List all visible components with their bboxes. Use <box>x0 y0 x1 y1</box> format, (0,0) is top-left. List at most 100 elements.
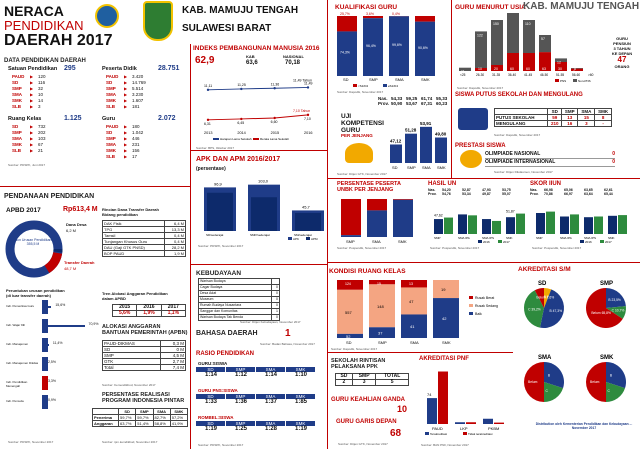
usia-bar-nonpns <box>571 68 583 69</box>
un-row: Nas. 54,20 52,87 47,93 53,75 <box>428 188 526 192</box>
realisasi-value: 58,8% <box>152 420 171 427</box>
tren-table: 2015 2016 2017 5,6% 1,9% 1,1% <box>111 304 187 317</box>
pie-slice-label: A 5,9% <box>541 295 552 299</box>
source-prestasi: Sumber: Ditjen Dikdasmen, November 2017 <box>494 170 553 174</box>
divider <box>327 262 640 263</box>
ipm-legend-swatch <box>213 138 219 140</box>
rasio-col: SD <box>196 421 225 426</box>
rincian-row: BOP PAUD 1,9 M <box>101 250 186 257</box>
rasio-col: SD <box>196 367 225 372</box>
dana-desa-value: 6,2 M <box>66 228 77 233</box>
rasio-value: 1:12 <box>234 372 247 378</box>
ukg-nas-value: 61,74 <box>421 96 433 101</box>
rasio-col: SMP <box>226 421 255 426</box>
unbk-title: PERSENTASE PESERTA UNBK PER JENJANG <box>337 181 401 193</box>
tren-value: 5,6% <box>111 310 138 317</box>
dp-row-value: 202 <box>38 130 46 135</box>
pnf-bar-tidak <box>494 422 504 424</box>
dp-row-label: SLB <box>106 104 115 109</box>
tren-value: 1,1% <box>160 310 187 317</box>
usia-bar-pns <box>475 68 487 71</box>
rasio-value: 1:28 <box>264 426 277 432</box>
pie-slice <box>544 362 564 389</box>
apk-value-label: 96,9 <box>214 181 223 186</box>
source-rasio: Sumber: PDSPK, November 2017 <box>198 443 244 447</box>
donut-dana-desa <box>5 220 63 278</box>
dp-row-value: 3 <box>38 104 41 109</box>
un-row-value: 52,87 <box>462 188 471 192</box>
ukg-prov-label: Prov. <box>378 101 389 106</box>
pnf-title: AKREDITASI PNF <box>419 356 469 362</box>
rasio-value: 1:36 <box>234 399 247 405</box>
kualifikasi-bottom-label: 99,6% <box>392 43 402 47</box>
dp-row-label: SMP <box>12 86 22 91</box>
hls-point <box>206 88 210 92</box>
rintisan-value: 2 <box>335 379 353 386</box>
dp-row-value: 67 <box>38 142 44 147</box>
kualifikasi-bar-chart: 25,7% 74,3% SD 3,6% 96,4% SMP 0,4% 99,6% SMA 90,6… <box>337 12 435 88</box>
kondisi-baik-label: 52 <box>346 334 351 339</box>
kualifikasi-bar-high <box>337 31 357 77</box>
peruntukan-label: Indi. Pemeriksa Guru <box>6 304 35 308</box>
kondisi-legend: Rusak Berat <box>475 296 494 300</box>
kondisi-category: SMK <box>442 340 451 345</box>
source-hasil-un: Sumber: Puspendik, November 2017 <box>430 246 480 250</box>
kondisi-rb-label: 124 <box>345 282 351 286</box>
usia-bar-nonpns <box>475 31 487 68</box>
ipm-title: INDEKS PEMBANGUNAN MANUSIA 2016 <box>193 45 320 52</box>
tren-title: Tren Alokasi Anggaran Pendidikan dalam AP… <box>102 291 168 301</box>
un-category: SMK <box>608 236 615 240</box>
dp-row-arrow-icon: ▶ <box>30 104 34 109</box>
peruntukan-label: Indi. Pendidikan Menengah <box>6 380 28 388</box>
dp-block-label: Ruang Kelas <box>8 116 42 122</box>
dp-row-label: SLB <box>106 154 115 159</box>
ukg-bar <box>420 126 432 163</box>
rasio-vals: 1:14 1:12 1:14 1:10 <box>196 372 316 378</box>
peruntukan-bar <box>42 376 48 390</box>
dp-row-label: SMA <box>12 136 22 141</box>
un-category: SMA IPA <box>560 236 572 240</box>
dp-row-label: SMA <box>12 92 22 97</box>
rasio-col: SMP <box>226 394 255 399</box>
dp-row-arrow-icon: ▶ <box>30 130 34 135</box>
kondisi-rr-label: 19 <box>441 287 446 292</box>
dp-block-total: 295 <box>64 65 76 72</box>
kondisi-bar-rusak-ringan <box>433 280 459 299</box>
hls-label: 11,49 <box>304 81 313 85</box>
prestasi-list: OLIMPIADE NASIONAL 0 OLIMPIADE INTERNASION… <box>485 151 615 167</box>
guru-usia-region: KAB. MAMUJU TENGAH <box>523 1 640 12</box>
usia-category: <25 <box>460 73 466 77</box>
ukg-value-label: 49,80 <box>435 132 447 137</box>
prestasi-label: OLIMPIADE INTERNASIONAL <box>485 159 556 165</box>
pnf-category: PAUD <box>432 426 443 431</box>
divider <box>190 150 327 151</box>
ipm-year-tick: 2014 <box>237 131 245 135</box>
rasio-col: SMA <box>256 367 285 372</box>
source-kualifikasi: Sumber: Dapodik, November 2017 <box>337 90 384 94</box>
usia-category: 46-50 <box>540 73 548 77</box>
kondisi-bar-rusak-ringan <box>337 289 363 334</box>
transfer-label: Transfer Daerah <box>64 260 95 265</box>
un-row-value: 53,34 <box>462 192 471 196</box>
region-prov: SULAWESI BARAT <box>182 23 272 34</box>
kebudayaan-value: 0 <box>271 314 280 321</box>
un-category: SMA IPS <box>482 236 494 240</box>
ukg-nas-value: 59,25 <box>406 96 418 101</box>
akreditasi-title: AKREDITASI S/M <box>518 266 571 273</box>
kualifikasi-legend-swatch <box>383 84 387 87</box>
dp-row-value: 1.042 <box>132 130 144 135</box>
realisasi-title-1: PERSENTASE REALISASI <box>102 392 170 398</box>
divider <box>0 186 190 187</box>
ukg-bar-chart: 47,12 SD 51,28 SMP 53,91 SMA 49,80 SMK <box>390 121 447 170</box>
dp-row-value: 21 <box>38 148 44 153</box>
source-putus: Sumber: Dapodik, November 2017 <box>494 133 541 137</box>
divider <box>190 44 191 449</box>
putus-row: MENGULANG 210 16 3- <box>493 120 612 127</box>
dp-row-value: 180 <box>132 124 140 129</box>
alokasi-title-1: ALOKASI ANGGARAN <box>102 324 161 330</box>
rincian-label: BOP PAUD <box>101 250 166 257</box>
pie-slice <box>606 288 626 308</box>
dp-row-arrow-icon: ▶ <box>30 136 34 141</box>
apm-legend: APM <box>311 237 318 241</box>
source-bahasa: Sumber: Badan Bahasa, November 2017 <box>260 342 315 346</box>
